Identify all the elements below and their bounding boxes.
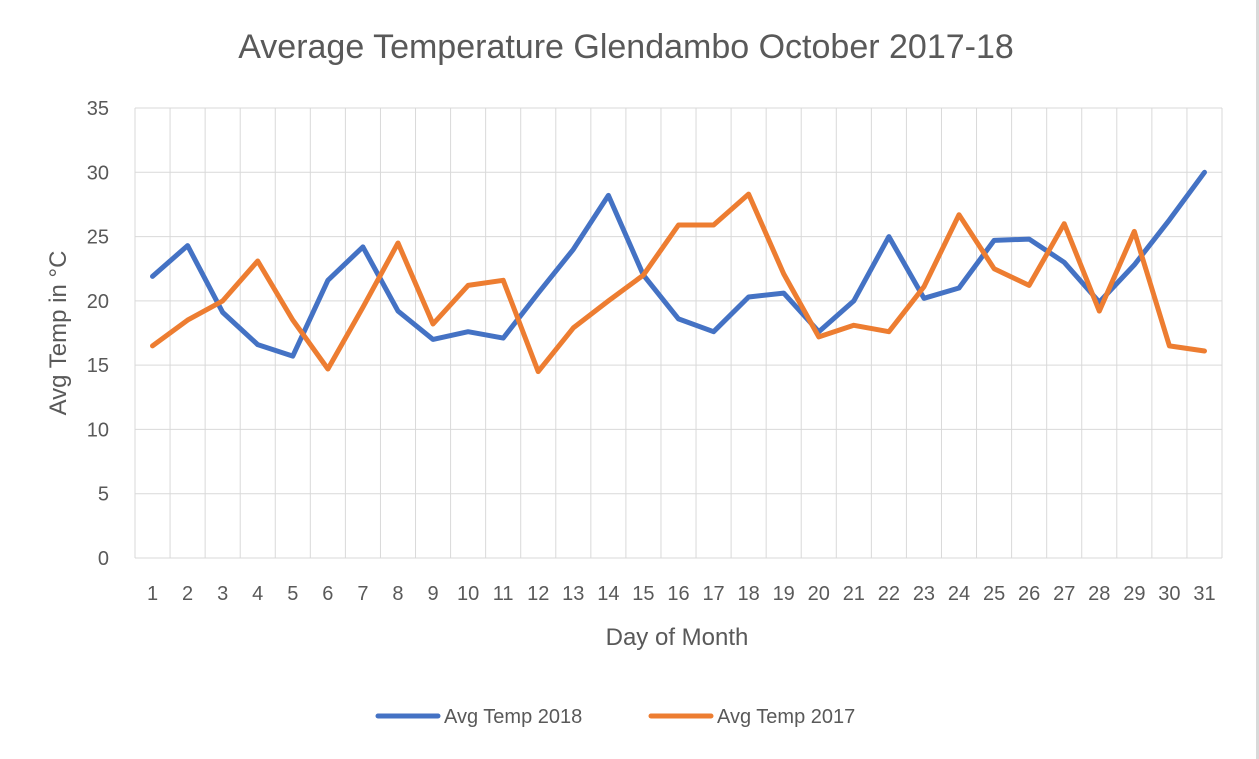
- y-tick-label: 20: [87, 291, 109, 313]
- y-tick-label: 5: [98, 484, 109, 506]
- x-tick-label: 22: [878, 583, 900, 605]
- legend: Avg Temp 2018 Avg Temp 2017: [375, 706, 855, 728]
- x-tick-label: 27: [1053, 583, 1075, 605]
- y-tick-label: 25: [87, 227, 109, 249]
- x-tick-label: 16: [667, 583, 689, 605]
- x-tick-label: 9: [427, 583, 438, 605]
- x-tick-label: 30: [1158, 583, 1180, 605]
- x-tick-label: 5: [287, 583, 298, 605]
- x-tick-label: 10: [457, 583, 479, 605]
- x-tick-label: 15: [632, 583, 654, 605]
- x-tick-label: 21: [843, 583, 865, 605]
- x-axis-title: Day of Month: [606, 624, 749, 651]
- x-tick-label: 26: [1018, 583, 1040, 605]
- x-tick-label: 24: [948, 583, 970, 605]
- x-tick-label: 17: [702, 583, 724, 605]
- gridlines: [134, 107, 1223, 559]
- series-line-avg-temp-2017: [150, 191, 1207, 375]
- y-tick-label: 30: [87, 162, 109, 184]
- x-tick-label: 12: [527, 583, 549, 605]
- y-tick-label: 0: [98, 548, 109, 570]
- x-tick-label: 31: [1193, 583, 1215, 605]
- legend-label: Avg Temp 2018: [444, 706, 582, 728]
- y-tick-label: 35: [87, 98, 109, 120]
- x-tick-label: 8: [392, 583, 403, 605]
- x-tick-label: 25: [983, 583, 1005, 605]
- x-tick-label: 3: [217, 583, 228, 605]
- series-lines: [150, 169, 1207, 375]
- y-tick-label: 10: [87, 419, 109, 441]
- x-axis-ticks: 1 2 3 4 5 6 7 8 9 10 11 12 13 14 15 16 17 18 19 20 21 22 23 24 2…: [147, 583, 1216, 605]
- x-tick-label: 4: [252, 583, 263, 605]
- x-tick-label: 11: [493, 583, 514, 605]
- series-line-avg-temp-2018: [150, 169, 1207, 359]
- x-tick-label: 20: [808, 583, 830, 605]
- legend-label: Avg Temp 2017: [717, 706, 855, 728]
- y-tick-label: 15: [87, 355, 109, 377]
- chart-title: Average Temperature Glendambo October 20…: [238, 28, 1014, 66]
- x-tick-label: 1: [147, 583, 158, 605]
- y-axis-title: Avg Temp in °C: [45, 251, 72, 416]
- x-tick-label: 6: [322, 583, 333, 605]
- x-tick-label: 2: [182, 583, 193, 605]
- y-axis-ticks: 0 5 10 15 20 25 30 35: [87, 98, 109, 570]
- x-tick-label: 14: [597, 583, 619, 605]
- x-tick-label: 7: [357, 583, 368, 605]
- chart-border-right: [1256, 0, 1259, 759]
- x-tick-label: 29: [1123, 583, 1145, 605]
- x-tick-label: 13: [562, 583, 584, 605]
- x-tick-label: 23: [913, 583, 935, 605]
- x-tick-label: 19: [773, 583, 795, 605]
- x-tick-label: 18: [738, 583, 760, 605]
- x-tick-label: 28: [1088, 583, 1110, 605]
